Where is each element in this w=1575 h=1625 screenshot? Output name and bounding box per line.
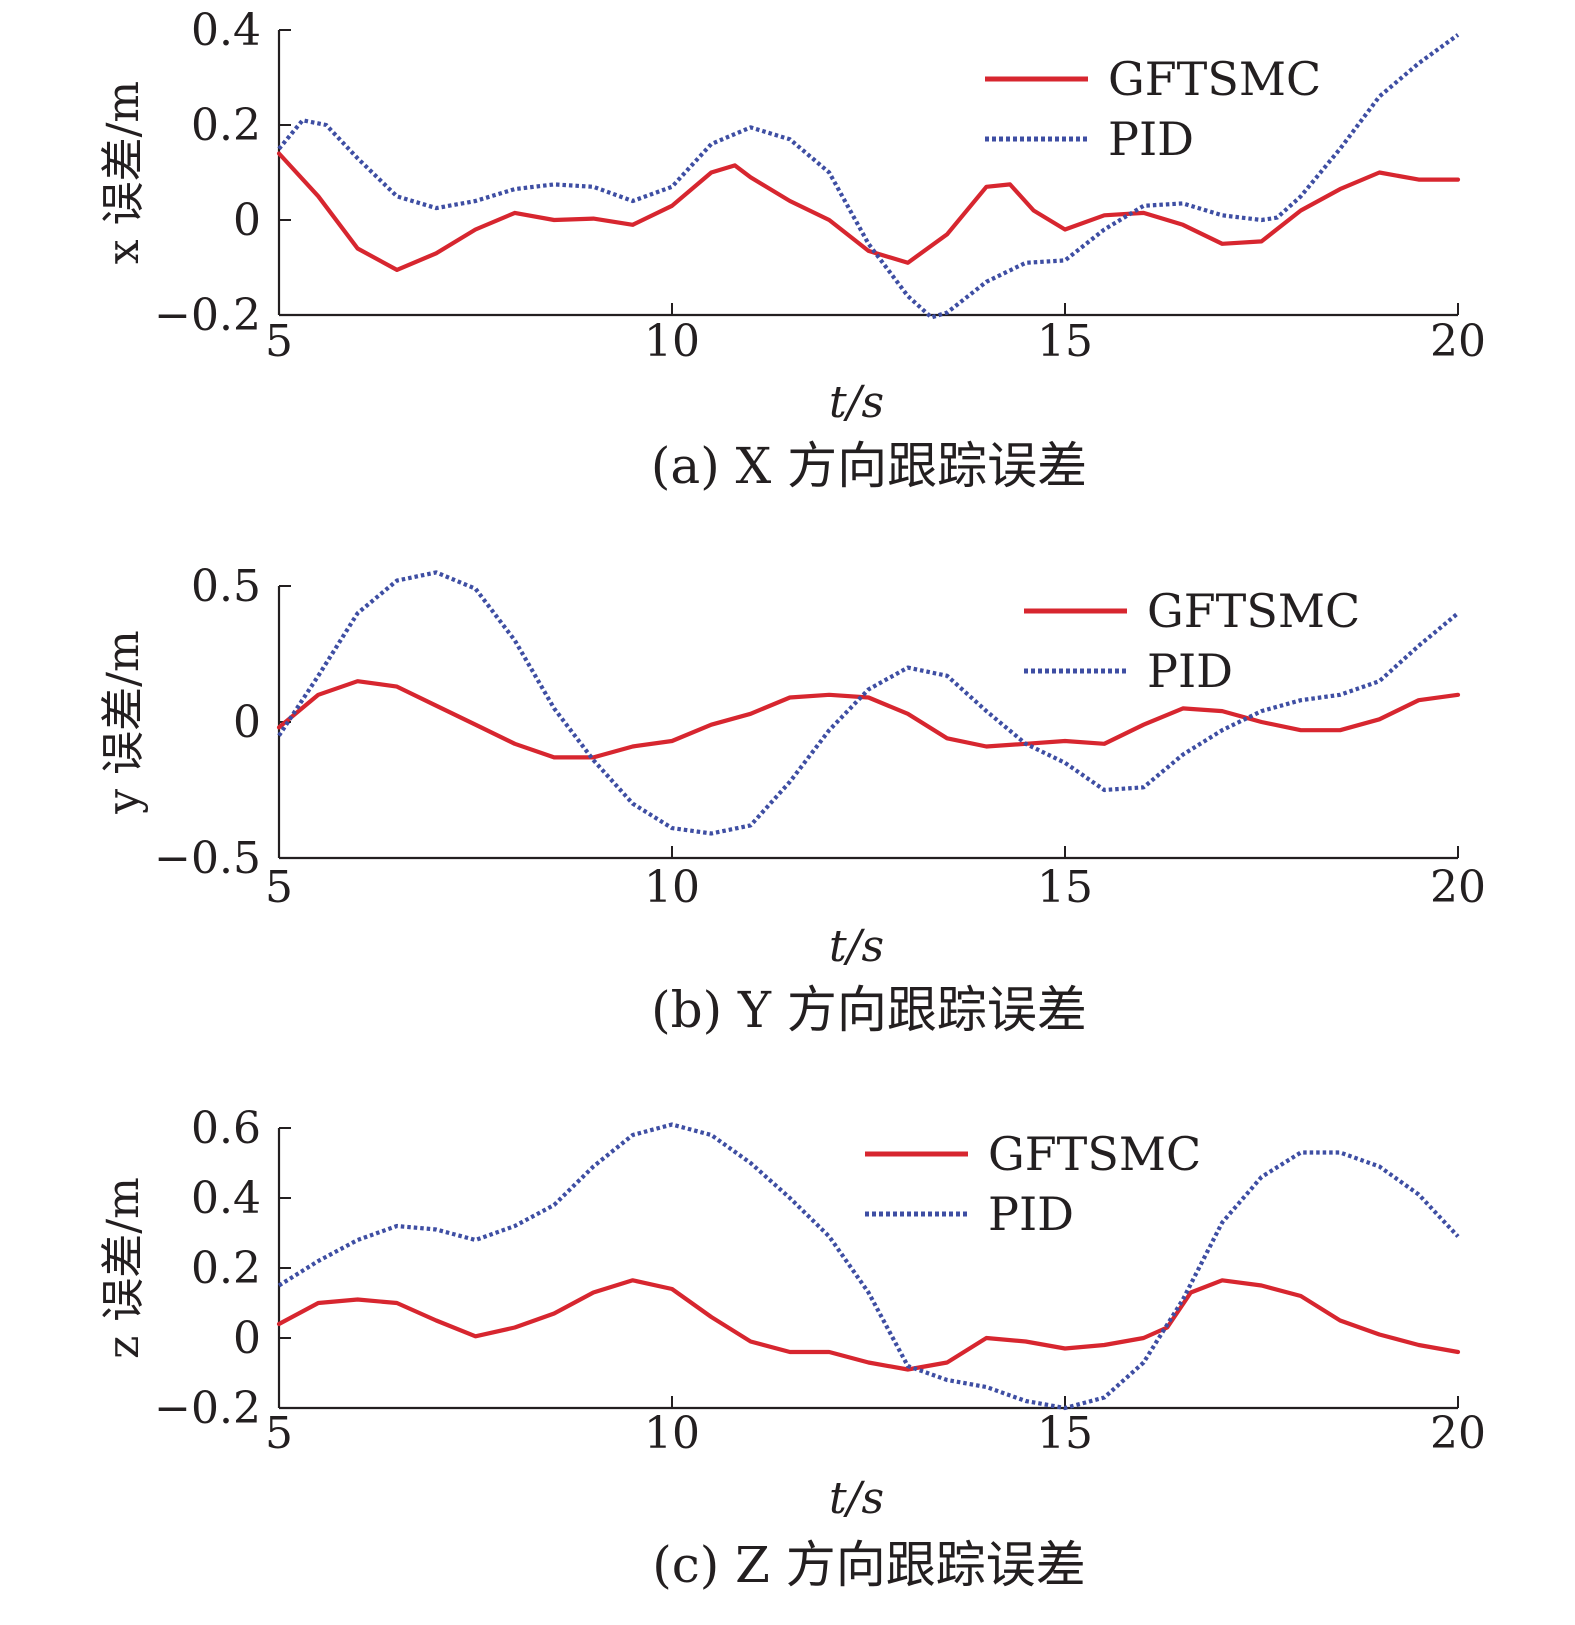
series-line-pid [277,1122,1460,1411]
x-tick-label: 20 [1430,316,1486,367]
series-line-pid [277,33,1460,320]
y-tick-label: 0.2 [191,1243,261,1294]
x-axis-label: t/s [829,1473,884,1524]
x-tick-label: 10 [644,316,700,367]
y-tick-label: 0.6 [191,1103,261,1154]
panel-caption: (b) Y 方向跟踪误差 [651,981,1087,1039]
x-axis-label: t/s [829,921,884,972]
x-axis-label: t/s [829,377,884,428]
x-tick-label: 10 [644,862,700,913]
panel-a: −0.2 0 0.2 0.4 5 10 15 20 t/s x 误差/m GFTSMC PID (a) … [98,5,1486,495]
legend: GFTSMC PID [1024,584,1360,698]
y-tick-label: 0.2 [191,100,261,151]
legend-label-pid: PID [1147,644,1233,698]
x-tick-label: 20 [1430,862,1486,913]
y-tick-label: 0.4 [191,5,261,56]
x-tick-label: 15 [1037,862,1093,913]
y-axis-label: x 误差/m [98,81,149,264]
legend-label-pid: PID [988,1187,1074,1241]
y-tick-label: 0 [233,195,261,246]
x-tick-label: 20 [1430,1408,1486,1459]
legend: GFTSMC PID [985,52,1321,166]
legend-label-gftsmc: GFTSMC [1147,584,1360,638]
y-tick-label: 0 [233,1313,261,1364]
legend-label-gftsmc: GFTSMC [988,1127,1201,1181]
panel-c: −0.2 0 0.2 0.4 0.6 5 10 15 20 t/s z 误差/m GFTSMC PID (… [98,1103,1486,1594]
y-tick-label: 0.4 [191,1173,261,1224]
series-line-gftsmc [276,1278,1461,1372]
x-tick-label: 15 [1037,1408,1093,1459]
y-tick-label: −0.2 [154,1383,261,1434]
series-line-pid [277,570,1460,836]
x-tick-label: 5 [265,316,293,367]
legend-label-pid: PID [1108,112,1194,166]
y-tick-label: 0.5 [191,561,261,612]
x-tick-label: 5 [265,1408,293,1459]
x-tick-label: 10 [644,1408,700,1459]
y-axis-label: y 误差/m [98,630,149,814]
y-axis-label: z 误差/m [98,1177,149,1359]
panel-b: −0.5 0 0.5 5 10 15 20 t/s y 误差/m GFTSMC PID (b) Y 方… [98,561,1486,1039]
legend-label-gftsmc: GFTSMC [1108,52,1321,106]
series-line-gftsmc [276,151,1461,272]
panel-caption: (c) Z 方向跟踪误差 [652,1536,1086,1594]
x-tick-label: 15 [1037,316,1093,367]
y-tick-label: 0 [233,697,261,748]
y-tick-label: −0.5 [154,833,261,884]
panel-caption: (a) X 方向跟踪误差 [651,437,1087,495]
x-tick-label: 5 [265,862,293,913]
series-line-gftsmc [276,679,1461,760]
legend: GFTSMC PID [865,1127,1201,1241]
y-tick-label: −0.2 [154,290,261,341]
